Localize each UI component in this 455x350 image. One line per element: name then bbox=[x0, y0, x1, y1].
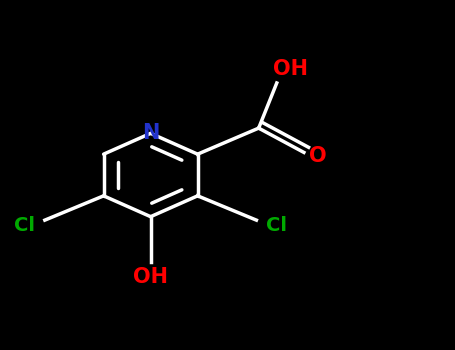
Text: Cl: Cl bbox=[266, 216, 287, 235]
Text: N: N bbox=[142, 123, 159, 144]
Text: O: O bbox=[308, 146, 326, 166]
Text: Cl: Cl bbox=[14, 216, 35, 235]
Text: OH: OH bbox=[273, 59, 308, 79]
Text: OH: OH bbox=[133, 267, 168, 287]
